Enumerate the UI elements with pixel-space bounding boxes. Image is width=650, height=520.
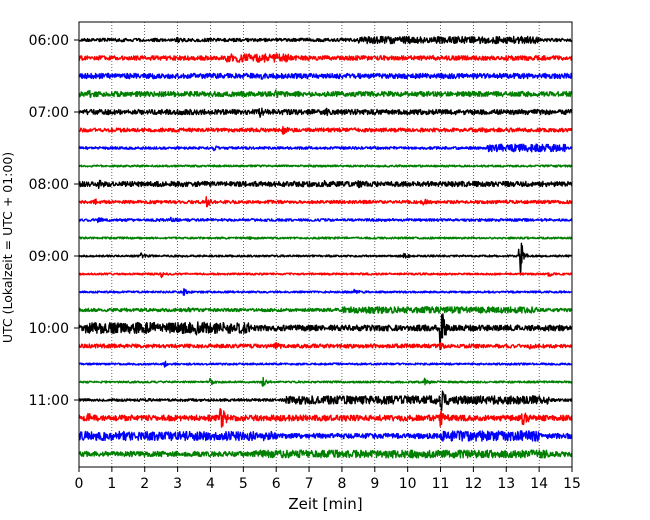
trace-row-1015 [78, 342, 573, 350]
y-tick-label: 08:00 [29, 177, 69, 193]
x-tick-label: 4 [206, 476, 215, 492]
x-tick-label: 3 [173, 476, 182, 492]
grid-lines [111, 22, 540, 467]
trace-row-1115 [78, 407, 573, 428]
x-tick-label: 2 [140, 476, 149, 492]
trace-row-0915 [78, 272, 573, 279]
trace-row-0615 [78, 53, 573, 63]
trace-row-0600 [78, 35, 573, 45]
seismogram-traces [78, 35, 573, 459]
x-tick-label: 10 [399, 476, 417, 492]
y-tick-label: 10:00 [29, 321, 69, 337]
x-tick-label: 12 [464, 476, 482, 492]
x-tick-label: 11 [432, 476, 450, 492]
trace-row-1130 [78, 430, 573, 442]
trace-row-0745 [78, 164, 573, 168]
trace-row-1145 [78, 449, 573, 459]
y-tick-label: 07:00 [29, 105, 69, 121]
x-tick-label: 5 [239, 476, 248, 492]
x-tick-label: 13 [497, 476, 515, 492]
trace-row-0830 [78, 216, 573, 224]
x-tick-label: 8 [337, 476, 346, 492]
trace-row-0800 [78, 179, 573, 190]
x-tick-label: 14 [530, 476, 548, 492]
x-axis-label: Zeit [min] [288, 495, 362, 513]
y-axis: 06:00 07:00 08:00 09:00 10:00 11:00 [29, 33, 79, 409]
y-tick-label: 06:00 [29, 33, 69, 49]
x-tick-label: 9 [370, 476, 379, 492]
x-tick-label: 1 [107, 476, 116, 492]
x-tick-label: 15 [563, 476, 581, 492]
trace-row-0945 [78, 306, 573, 314]
trace-row-0900 [78, 242, 573, 276]
trace-row-0645 [78, 89, 573, 98]
x-tick-label: 6 [272, 476, 281, 492]
x-axis: 0 1 2 3 4 5 6 7 8 9 10 11 12 13 14 15 [75, 467, 581, 492]
x-tick-label: 7 [305, 476, 314, 492]
trace-row-0715 [78, 125, 573, 135]
trace-row-0845 [78, 236, 573, 241]
plot-frame [78, 21, 573, 468]
trace-row-1045 [78, 376, 573, 387]
trace-row-1000 [78, 313, 573, 351]
y-axis-label: UTC (Lokalzeit = UTC + 01:00) [0, 152, 15, 343]
trace-row-0630 [78, 72, 573, 80]
x-tick-label: 0 [75, 476, 84, 492]
trace-row-1030 [78, 360, 573, 368]
trace-row-0730 [78, 143, 573, 153]
trace-row-0930 [78, 288, 573, 296]
y-tick-label: 09:00 [29, 249, 69, 265]
trace-row-0700 [78, 107, 573, 118]
trace-row-0815 [78, 196, 573, 208]
y-tick-label: 11:00 [29, 393, 69, 409]
trace-row-1100 [78, 390, 573, 412]
